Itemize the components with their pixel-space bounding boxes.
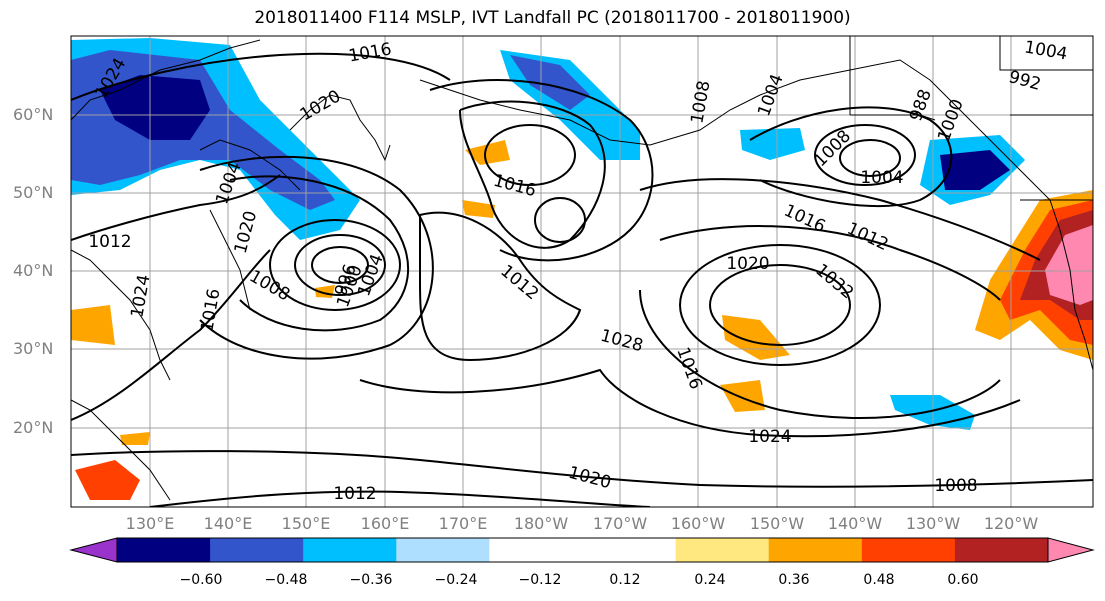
contour-label: 1020 [231,209,262,256]
lon-label: 170°E [438,514,488,533]
contour-label: 1016 [672,345,706,392]
colorbar-band [489,538,583,562]
lon-label: 140°W [827,514,883,533]
plot-frame [70,35,1094,508]
lon-label: 160°W [670,514,726,533]
colorbar-tick-label: 0.12 [609,572,641,588]
contour-label: 1008 [687,79,714,125]
contour-label: 1024 [127,273,154,319]
colorbar-band [303,538,397,562]
contour-label: 1016 [197,287,224,333]
colorbar-tick-label: −0.36 [349,572,393,588]
lon-label: 140°E [203,514,253,533]
contour-label: 1020 [566,463,613,494]
colorbar-extend-high [1047,537,1095,563]
lat-label-50n: 50°N [13,183,54,202]
lat-label-60n: 60°N [13,105,54,124]
colorbar-band [768,538,863,562]
contour-label: 1008 [246,266,293,305]
lat-label-40n: 40°N [13,261,54,280]
contour-label: 1004 [212,160,246,207]
ivt-shading [71,38,1093,500]
map-title: 2018011400 F114 MSLP, IVT Landfall PC (2… [254,8,851,28]
ivt-positive-patch-b [722,315,790,360]
contour-label: 1008 [934,476,977,496]
contour-label: 1012 [333,484,376,504]
lon-label: 180°W [513,514,569,533]
contour-label: 1012 [88,232,131,252]
colorbar-tick-label: −0.12 [518,572,562,588]
mslp-contours [71,52,1093,507]
lon-label: 130°W [905,514,961,533]
contour-label: 1020 [726,254,769,274]
contour-label: 1016 [781,201,829,237]
colorbar-tick-label: −0.24 [434,572,478,588]
lon-label: 150°W [749,514,805,533]
colorbar-tick-label: −0.48 [264,572,308,588]
colorbar-band [396,538,490,562]
ivt-negative-region-small [740,128,805,160]
lon-label: 150°E [281,514,331,533]
lat-label-20n: 20°N [13,418,54,437]
colorbar-band [117,538,211,562]
colorbar-extend-low [69,537,118,563]
ivt-darkest-negative-northwest [100,75,210,140]
lat-label-30n: 30°N [13,339,54,358]
ivt-positive-patch-c [720,380,765,412]
contour-label: 1016 [491,171,538,202]
lon-label: 130°E [125,514,175,533]
lon-label: 160°E [360,514,410,533]
contour-label: 1032 [811,260,857,303]
ivt-positive-patch-e [75,460,140,500]
colorbar-band [675,538,770,562]
contour-label: 992 [1006,67,1043,95]
colorbar-tick-label: −0.60 [179,572,223,588]
contour-label: 1004 [1023,37,1069,64]
ivt-positive-patch-h [462,200,495,218]
ivt-positive-patch-f [120,432,150,445]
colorbar-tick-label: 0.24 [694,572,726,588]
contour-label: 1024 [748,427,791,447]
ivt-positive-patch-d [71,305,115,345]
colorbar-tick-label: 0.36 [778,572,810,588]
contour-label: 1016 [347,39,393,66]
contour-label: 1020 [297,86,344,125]
colorbar-band [582,538,677,562]
colorbar-tick-label: 0.48 [863,572,895,588]
contour-label: 1028 [598,326,645,357]
contour-label: 1000 [934,97,968,144]
colorbar-tick-label: 0.60 [947,572,979,588]
contour-label: 1004 [860,168,903,188]
colorbar-frame [116,537,1049,563]
ivt-negative-region-alaska-strong [510,55,590,110]
ivt-positive-patch-a [465,140,510,165]
lon-label: 170°W [592,514,648,533]
contour-label: 1012 [844,219,892,255]
colorbar [69,537,1095,563]
colorbar-band [210,538,304,562]
contour-label: 1012 [496,261,542,304]
colorbar-band [861,538,956,562]
ivt-negative-region-gulf-strong [940,150,1010,190]
lon-label: 120°W [983,514,1039,533]
colorbar-band [954,538,1049,562]
